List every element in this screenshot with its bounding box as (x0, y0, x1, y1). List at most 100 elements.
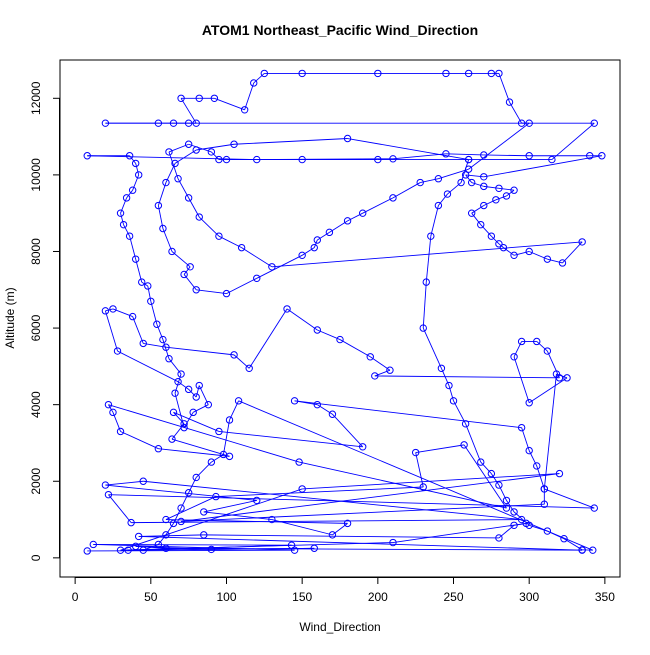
y-tick-label: 4000 (29, 391, 43, 418)
series-line-segment (257, 255, 302, 278)
data-point (468, 210, 474, 216)
series-line-segment (491, 236, 499, 244)
series-line-segment (245, 83, 254, 110)
series-line-segment (133, 317, 144, 344)
data-point (105, 401, 111, 407)
series-line-segment (181, 98, 196, 123)
series-line-segment (529, 451, 537, 466)
y-tick-label: 6000 (29, 314, 43, 341)
series-line-segment (375, 376, 560, 378)
y-axis: 0 2000 4000 6000 8000 10000 12000 (29, 81, 60, 561)
series-line-segment (503, 248, 514, 256)
series-line-segment (249, 309, 287, 368)
series-line-segment (87, 550, 294, 551)
series-line-segment (302, 474, 559, 489)
series-line-segment (108, 495, 131, 523)
series-line-segment (163, 229, 172, 252)
plot-frame (60, 60, 620, 577)
x-tick-label: 100 (216, 590, 236, 604)
series-line-segment (514, 341, 522, 356)
series-line-segment (393, 183, 420, 198)
x-tick-label: 200 (368, 590, 388, 604)
y-tick-label: 12000 (29, 81, 43, 115)
y-tick-label: 8000 (29, 238, 43, 265)
series-line-segment (469, 123, 530, 169)
series-line-segment (196, 144, 234, 150)
series-line-segment (223, 420, 229, 454)
series-line-segment (189, 389, 197, 397)
y-tick-label: 0 (29, 554, 43, 561)
series-line-segment (529, 378, 567, 403)
series-line-segment (562, 242, 582, 263)
series-line-segment (87, 156, 257, 160)
chart-title: ATOM1 Northeast_Pacific Wind_Direction (202, 22, 478, 38)
series-line-segment (491, 474, 499, 485)
series-line-segment (105, 485, 256, 500)
series-line-segment (169, 152, 178, 179)
series-points (84, 70, 605, 554)
x-axis-label: Wind_Direction (299, 620, 380, 634)
series-line-segment (484, 156, 602, 177)
y-axis-label: Altitude (m) (3, 287, 17, 348)
x-tick-label: 250 (443, 590, 463, 604)
series-line-segment (472, 213, 481, 224)
series-line-segment (537, 341, 548, 351)
series-line-segment (139, 535, 204, 537)
series-line-segment (426, 236, 431, 282)
series-line-segment (105, 309, 113, 311)
data-point (110, 306, 116, 312)
series-line-segment (204, 535, 499, 538)
series-line-segment (438, 194, 447, 205)
series-line-segment (214, 98, 244, 109)
series-line-segment (181, 474, 559, 522)
series-line-segment (466, 424, 481, 462)
series-line-segment (544, 489, 594, 508)
series-line-segment (340, 340, 370, 357)
series-line-segment (166, 347, 234, 355)
data-point (196, 382, 202, 388)
series-line-segment (105, 481, 143, 485)
series-line-segment (393, 523, 526, 542)
series-line-segment (499, 73, 510, 102)
series-line-segment (302, 248, 314, 256)
series-line-segment (242, 248, 272, 267)
series-line (87, 73, 602, 551)
series-line-segment (181, 493, 189, 508)
series-line-segment (423, 328, 441, 368)
x-tick-label: 350 (595, 590, 615, 604)
series-line-segment (484, 155, 529, 156)
series-line-segment (287, 309, 317, 330)
series-line-segment (295, 401, 522, 428)
series-line-segment (193, 405, 208, 413)
series-line-segment (121, 431, 159, 448)
y-tick-label: 2000 (29, 468, 43, 495)
series-line-segment (363, 198, 393, 213)
series-line-segment (157, 324, 163, 339)
series-line-segment (121, 198, 127, 213)
series-line-segment (552, 123, 594, 159)
series-line-segment (472, 183, 484, 187)
series-line-segment (204, 500, 257, 511)
series-line-segment (175, 150, 196, 163)
series-line-segment (348, 139, 469, 160)
series-line-segment (226, 278, 256, 293)
series-line-segment (317, 232, 329, 240)
series-line-segment (219, 236, 242, 247)
series-line-segment (447, 183, 461, 194)
series-line-segment (158, 449, 229, 457)
x-tick-label: 50 (144, 590, 158, 604)
series-line-segment (416, 445, 464, 453)
data-point (284, 306, 290, 312)
series-line-segment (199, 217, 219, 236)
series-line-segment (196, 290, 226, 294)
series-line-segment (166, 497, 216, 520)
series-line-segment (446, 154, 484, 155)
series-line-segment (105, 311, 117, 351)
x-tick-label: 150 (292, 590, 312, 604)
series-line-segment (189, 477, 197, 492)
series-line-segment (133, 175, 139, 190)
series-line-segment (423, 282, 426, 328)
x-tick-label: 300 (519, 590, 539, 604)
y-tick-label: 10000 (29, 158, 43, 192)
